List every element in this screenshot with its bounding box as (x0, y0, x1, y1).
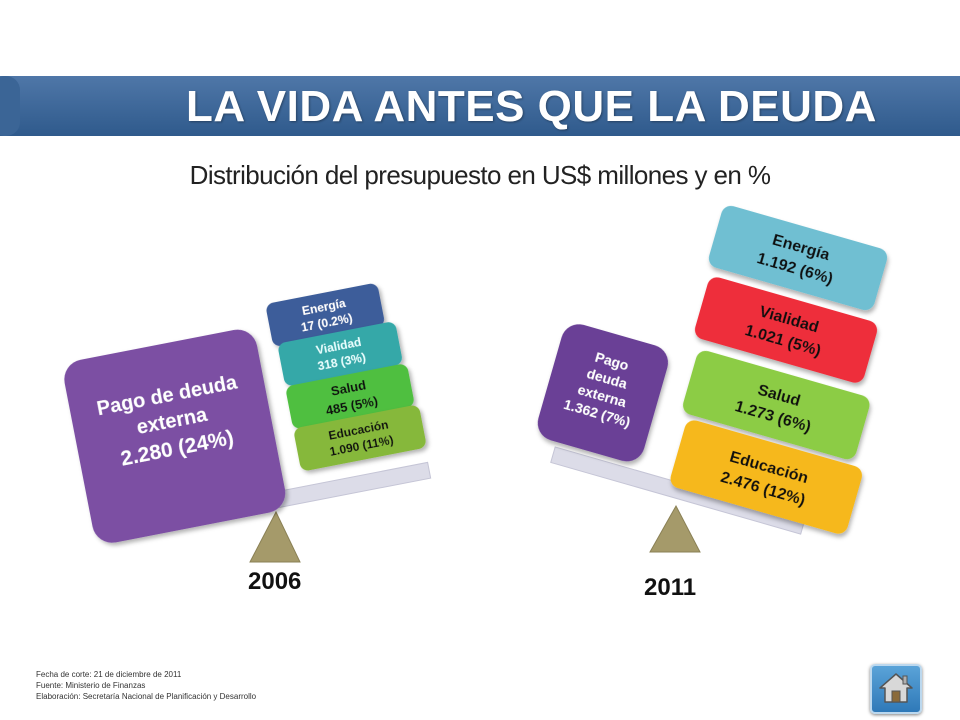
scale-2011: Pago deuda externa 1.362 (7%) Energía 1.… (537, 205, 888, 553)
footnote: Fecha de corte: 21 de diciembre de 2011 … (36, 669, 256, 702)
banner-cap (0, 76, 20, 136)
year-label-2011: 2011 (644, 574, 697, 601)
banner-bar (0, 76, 960, 136)
block-educacion-2011 (670, 420, 862, 534)
fulcrum-2011 (649, 504, 701, 553)
block-educacion-2006 (294, 405, 426, 471)
block-energia-2011 (708, 205, 888, 311)
year-label-2006: 2006 (248, 568, 302, 595)
footnote-source: Fuente: Ministerio de Finanzas (36, 681, 146, 690)
footnote-date: Fecha de corte: 21 de diciembre de 2011 (36, 670, 182, 679)
home-button[interactable] (870, 664, 922, 714)
block-vialidad-2011 (694, 277, 878, 383)
title-banner: LA VIDA ANTES QUE LA DEUDA (0, 76, 960, 140)
page-title: LA VIDA ANTES QUE LA DEUDA (186, 82, 877, 131)
footnote-credit: Elaboración: Secretaría Nacional de Plan… (36, 692, 257, 701)
block-deuda-2006 (64, 329, 286, 543)
block-deuda-2011 (537, 324, 669, 462)
block-salud-2011 (683, 350, 870, 460)
home-icon (879, 673, 913, 703)
page-subtitle: Distribución del presupuesto en US$ mill… (189, 160, 771, 190)
fulcrum-2006 (249, 510, 301, 563)
block-vialidad-2006 (278, 322, 402, 386)
scale-2006: Pago de deuda externa 2.280 (24%) Energí… (64, 283, 432, 563)
label-salud-2006-l1: Salud (330, 377, 368, 398)
